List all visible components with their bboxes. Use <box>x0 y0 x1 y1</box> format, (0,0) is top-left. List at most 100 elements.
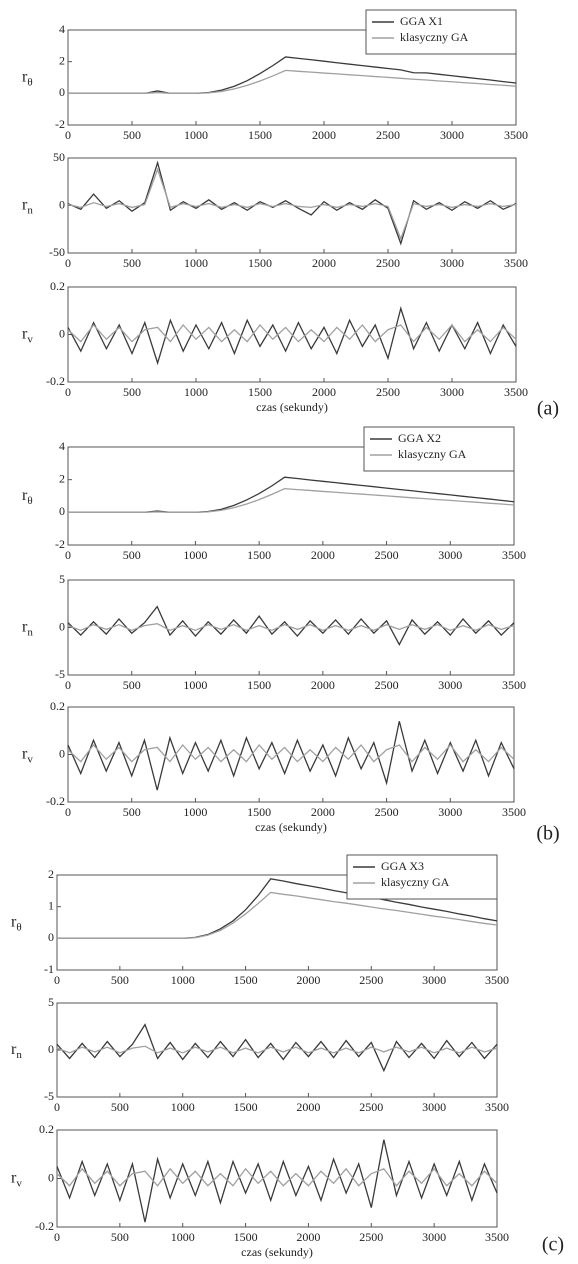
x-tick-label: 500 <box>123 678 141 692</box>
x-tick-label: 500 <box>111 973 129 987</box>
x-tick-label: 1500 <box>234 1100 258 1114</box>
y-axis-label-subscript: n <box>27 626 33 638</box>
x-tick-label: 3500 <box>485 973 509 987</box>
x-tick-label: 0 <box>65 548 71 562</box>
x-tick-label: 2000 <box>296 973 320 987</box>
y-tick-label: 4 <box>59 22 65 36</box>
data-line <box>56 1045 498 1054</box>
legend-label: klasyczny GA <box>398 447 467 461</box>
y-tick-label: 5 <box>59 572 65 586</box>
x-tick-label: 1500 <box>234 973 258 987</box>
legend-box <box>346 854 498 900</box>
y-axis-label-main: r <box>22 68 28 85</box>
x-tick-label: 3500 <box>504 256 528 270</box>
y-axis-label: rn <box>11 1041 22 1061</box>
y-tick-label: -0.2 <box>35 1219 54 1233</box>
x-tick-label: 2500 <box>376 256 400 270</box>
y-tick-label: 2 <box>48 867 54 881</box>
x-tick-label: 1500 <box>248 256 272 270</box>
x-tick-label: 2000 <box>312 256 336 270</box>
x-tick-label: 500 <box>123 256 141 270</box>
x-tick-label: 3000 <box>440 128 464 142</box>
y-tick-label: -5 <box>55 667 65 681</box>
x-tick-label: 1500 <box>248 128 272 142</box>
y-tick-label: 1 <box>48 898 54 912</box>
y-axis-label-main: r <box>11 1169 17 1186</box>
x-tick-label: 1000 <box>171 1100 195 1114</box>
x-tick-label: 0 <box>65 128 71 142</box>
x-tick-label: 3000 <box>422 1230 446 1244</box>
y-tick-label: -0.2 <box>46 794 65 808</box>
legend-label: GGA X1 <box>400 14 443 28</box>
data-line <box>57 891 498 939</box>
x-tick-label: 2500 <box>376 385 400 399</box>
x-tick-label: 500 <box>123 128 141 142</box>
y-tick-label: 0 <box>59 85 65 99</box>
y-tick-label: 0.2 <box>39 1122 54 1136</box>
x-tick-label: 0 <box>54 973 60 987</box>
y-axis-label: rn <box>22 196 33 216</box>
x-tick-label: 500 <box>111 1230 129 1244</box>
y-axis-label-subscript: n <box>27 204 33 216</box>
x-tick-label: 0 <box>65 385 71 399</box>
x-tick-label: 3000 <box>438 548 462 562</box>
x-tick-label: 2500 <box>375 548 399 562</box>
y-tick-label: 0 <box>59 619 65 633</box>
y-tick-label: -2 <box>55 117 65 131</box>
x-tick-label: 3000 <box>440 385 464 399</box>
y-tick-label: 0 <box>59 326 65 340</box>
panel-label: (c) <box>542 1234 564 1256</box>
y-axis-label-subscript: v <box>27 753 33 765</box>
y-axis-label-subscript: n <box>16 1049 22 1061</box>
x-tick-label: 1000 <box>183 805 207 819</box>
y-axis-label-subscript: θ <box>27 76 32 88</box>
x-tick-label: 0 <box>65 805 71 819</box>
legend: GGA X1 klasyczny GA <box>365 9 517 55</box>
y-axis-label: rn <box>22 618 33 638</box>
y-tick-label: 0.2 <box>50 699 65 713</box>
panel-label: (a) <box>537 398 559 420</box>
y-tick-label: -2 <box>55 537 65 551</box>
x-tick-label: 0 <box>65 256 71 270</box>
x-tick-label: 3500 <box>502 805 526 819</box>
y-axis-label: rθ <box>22 68 33 88</box>
x-tick-label: 3000 <box>422 1100 446 1114</box>
y-axis-label: rv <box>22 325 33 345</box>
x-tick-label: 2000 <box>296 1100 320 1114</box>
x-tick-label: 2000 <box>311 548 335 562</box>
x-tick-label: 3000 <box>422 973 446 987</box>
y-tick-label: -1 <box>44 962 54 976</box>
x-tick-label: 3000 <box>438 678 462 692</box>
y-axis-label: rv <box>22 745 33 765</box>
data-line <box>67 605 515 646</box>
x-tick-label: 3500 <box>485 1100 509 1114</box>
legend-box <box>363 426 515 472</box>
x-tick-label: 3500 <box>504 128 528 142</box>
legend-box <box>365 9 517 55</box>
x-tick-label: 1500 <box>248 385 272 399</box>
x-tick-label: 3500 <box>485 1230 509 1244</box>
plot-frame <box>67 286 517 383</box>
x-axis-label: czas (sekundy) <box>256 400 328 414</box>
x-tick-label: 3000 <box>440 256 464 270</box>
y-axis-label: rθ <box>11 913 22 933</box>
y-tick-label: -0.2 <box>46 374 65 388</box>
y-tick-label: 0 <box>59 746 65 760</box>
y-tick-label: 2 <box>59 471 65 485</box>
panel-label: (b) <box>536 823 559 845</box>
legend: GGA X2 klasyczny GA <box>363 426 515 472</box>
x-tick-label: 2500 <box>359 1230 383 1244</box>
x-tick-label: 1000 <box>171 1230 195 1244</box>
x-tick-label: 3500 <box>502 548 526 562</box>
y-tick-label: -5 <box>44 1089 54 1103</box>
y-axis-label-subscript: v <box>27 333 33 345</box>
y-tick-label: 0.2 <box>50 279 65 293</box>
data-line <box>67 623 515 632</box>
x-tick-label: 2000 <box>296 1230 320 1244</box>
y-axis-label-main: r <box>22 487 28 504</box>
y-axis-label-main: r <box>22 196 28 213</box>
x-tick-label: 500 <box>123 385 141 399</box>
y-axis-label-subscript: θ <box>16 921 21 933</box>
legend: GGA X3 klasyczny GA <box>346 854 498 900</box>
x-tick-label: 500 <box>123 548 141 562</box>
